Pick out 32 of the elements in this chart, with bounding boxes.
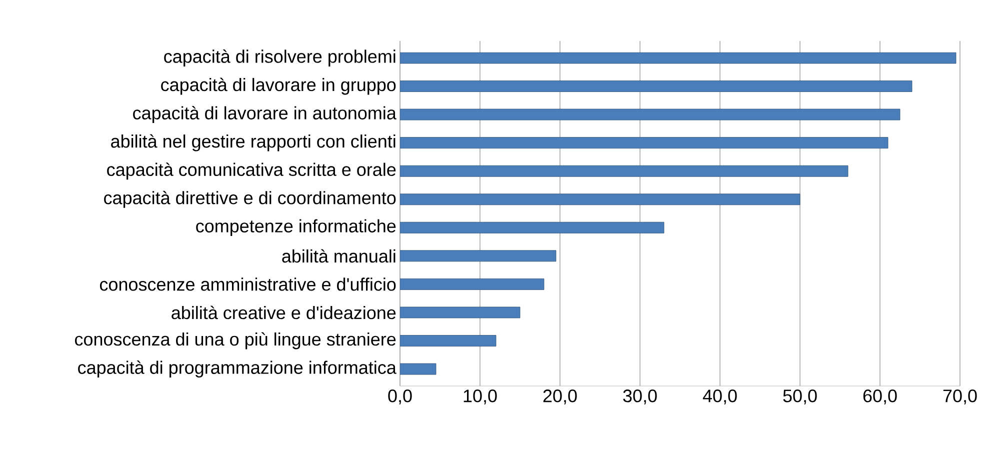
bar	[400, 108, 900, 120]
x-tick-label: 10,0	[464, 390, 497, 404]
bar	[400, 363, 436, 375]
x-tick-label: 0,0	[388, 390, 412, 404]
y-tick-label: capacità di lavorare in gruppo	[161, 78, 396, 95]
bar	[400, 52, 956, 64]
y-tick-label: abilità manuali	[282, 249, 396, 263]
bar	[400, 137, 888, 148]
bar	[400, 165, 848, 177]
bar	[400, 335, 496, 346]
bar	[400, 222, 664, 234]
bar	[400, 278, 544, 290]
bar	[400, 80, 912, 92]
x-tick-label: 50,0	[783, 390, 817, 404]
y-tick-label: capacità di risolvere problemi	[164, 49, 396, 66]
x-tick-label: 70,0	[943, 390, 977, 404]
bar	[400, 306, 520, 318]
bar	[400, 194, 800, 206]
y-tick-label: competenze informatiche	[196, 219, 396, 236]
y-tick-label: capacità comunicativa scritta e orale	[107, 162, 396, 180]
y-tick-label: abilità nel gestire rapporti con clienti	[111, 134, 396, 152]
y-tick-label: capacità di lavorare in autonomia	[133, 106, 396, 124]
x-tick-label: 60,0	[863, 390, 897, 404]
y-tick-label: conoscenza di una o più lingue straniere	[75, 332, 396, 350]
x-tick-label: 20,0	[543, 390, 577, 404]
y-tick-label: abilità creative e d'ideazione	[172, 306, 396, 320]
y-tick-label: capacità di programmazione informatica	[78, 360, 396, 378]
y-tick-label: capacità direttive e di coordinamento	[104, 190, 396, 208]
x-tick-label: 40,0	[702, 390, 737, 404]
bar	[400, 250, 556, 262]
x-tick-label: 30,0	[623, 390, 657, 404]
y-tick-label: conoscenze amministrative e d'ufficio	[100, 278, 396, 291]
